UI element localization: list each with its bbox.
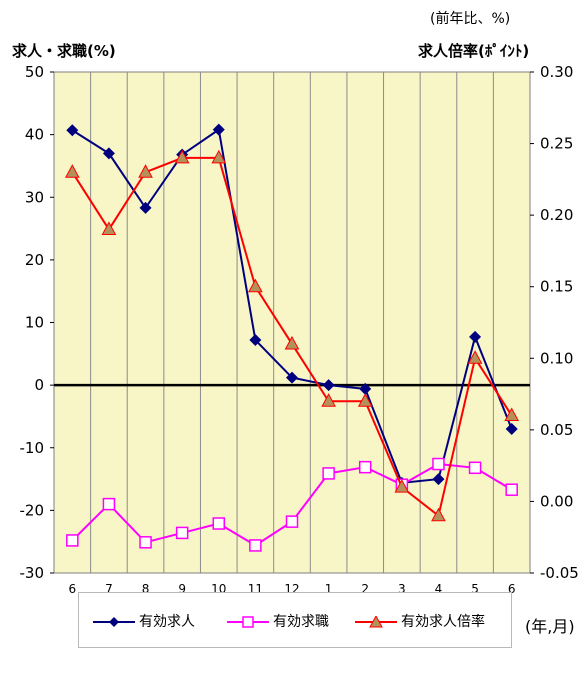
- x-tick-label: 1: [325, 582, 333, 596]
- legend-item-series-2: 有効求人倍率: [355, 611, 485, 631]
- data-point-triangle: [64, 164, 80, 178]
- data-point-diamond: [359, 382, 372, 395]
- right-axis-title: 求人倍率(ﾎﾟｲﾝﾄ): [418, 42, 530, 60]
- right-tick-label: 0.00: [540, 492, 573, 510]
- data-point-square: [358, 460, 372, 474]
- x-tick-label: 9: [178, 582, 186, 596]
- right-tick-label: -0.05: [540, 564, 579, 582]
- data-point-triangle: [357, 393, 373, 407]
- right-tick-label: 0.30: [540, 63, 573, 81]
- x-tick-label: 8: [142, 582, 150, 596]
- data-point-triangle: [467, 350, 483, 364]
- left-tick-label: 0: [34, 376, 44, 394]
- data-point-diamond: [102, 147, 115, 160]
- plot-area: [53, 71, 531, 574]
- data-point-square: [249, 539, 262, 552]
- data-point-triangle: [101, 221, 117, 235]
- data-point-square: [322, 467, 335, 480]
- legend: 有効求人 有効求職 有効求人倍率: [78, 592, 512, 648]
- data-point-diamond: [249, 334, 262, 347]
- data-point-square: [175, 526, 189, 540]
- left-tick-label: 40: [25, 126, 44, 144]
- data-point-diamond: [432, 473, 445, 486]
- right-tick-label: 0.15: [540, 278, 573, 296]
- right-tick-label: 0.05: [540, 421, 573, 439]
- x-tick-label: 6: [68, 582, 76, 596]
- data-point-square: [285, 515, 299, 528]
- data-point-triangle: [394, 479, 410, 493]
- data-point-square: [102, 497, 116, 511]
- data-point-square: [66, 534, 79, 547]
- left-axis-title: 求人・求職(%): [12, 42, 116, 60]
- x-tick-label: 3: [398, 582, 406, 596]
- left-tick-label: 50: [25, 63, 44, 81]
- x-tick-label: 4: [435, 582, 443, 596]
- data-point-triangle: [284, 335, 300, 350]
- data-point-diamond: [139, 201, 152, 214]
- data-point-diamond: [505, 422, 518, 435]
- legend-label: 有効求人: [139, 614, 195, 630]
- data-point-diamond: [322, 379, 335, 392]
- unit-note: (前年比、%): [430, 11, 511, 27]
- legend-marker-diamond: [93, 617, 135, 627]
- x-tick-label: 5: [471, 582, 479, 596]
- data-point-diamond: [286, 371, 298, 384]
- x-tick-label: 2: [361, 582, 369, 596]
- legend-marker-triangle: [355, 614, 397, 628]
- data-point-triangle: [211, 149, 227, 164]
- x-axis-unit: (年,月): [525, 617, 575, 636]
- left-tick-label: -20: [20, 501, 45, 519]
- legend-label: 有効求人倍率: [401, 614, 485, 630]
- data-point-triangle: [248, 278, 263, 293]
- data-point-diamond: [212, 123, 225, 136]
- data-point-square: [212, 517, 226, 530]
- left-tick-label: 10: [25, 314, 44, 332]
- right-tick-label: 0.20: [540, 206, 573, 224]
- data-point-diamond: [66, 124, 79, 137]
- data-point-triangle: [321, 393, 336, 407]
- x-tick-label: 6: [508, 582, 516, 596]
- data-point-triangle: [174, 149, 190, 164]
- legend-item-series-1: 有効求職: [227, 611, 329, 631]
- data-point-triangle: [138, 164, 153, 178]
- data-point-square: [505, 483, 518, 496]
- data-point-square: [432, 457, 445, 471]
- left-tick-label: -30: [20, 564, 45, 582]
- legend-item-series-0: 有効求人: [93, 611, 195, 631]
- right-tick-label: 0.25: [540, 135, 573, 153]
- data-point-diamond: [469, 330, 482, 343]
- left-tick-label: -10: [20, 439, 45, 457]
- data-point-square: [468, 461, 482, 475]
- right-tick-label: 0.10: [540, 349, 573, 367]
- legend-marker-square: [227, 616, 269, 628]
- left-tick-label: 20: [25, 251, 44, 269]
- data-point-square: [139, 536, 152, 549]
- legend-label: 有効求職: [273, 614, 329, 630]
- left-tick-label: 30: [25, 188, 44, 206]
- data-point-triangle: [431, 507, 446, 522]
- x-tick-label: 7: [105, 582, 113, 596]
- data-point-triangle: [504, 407, 520, 422]
